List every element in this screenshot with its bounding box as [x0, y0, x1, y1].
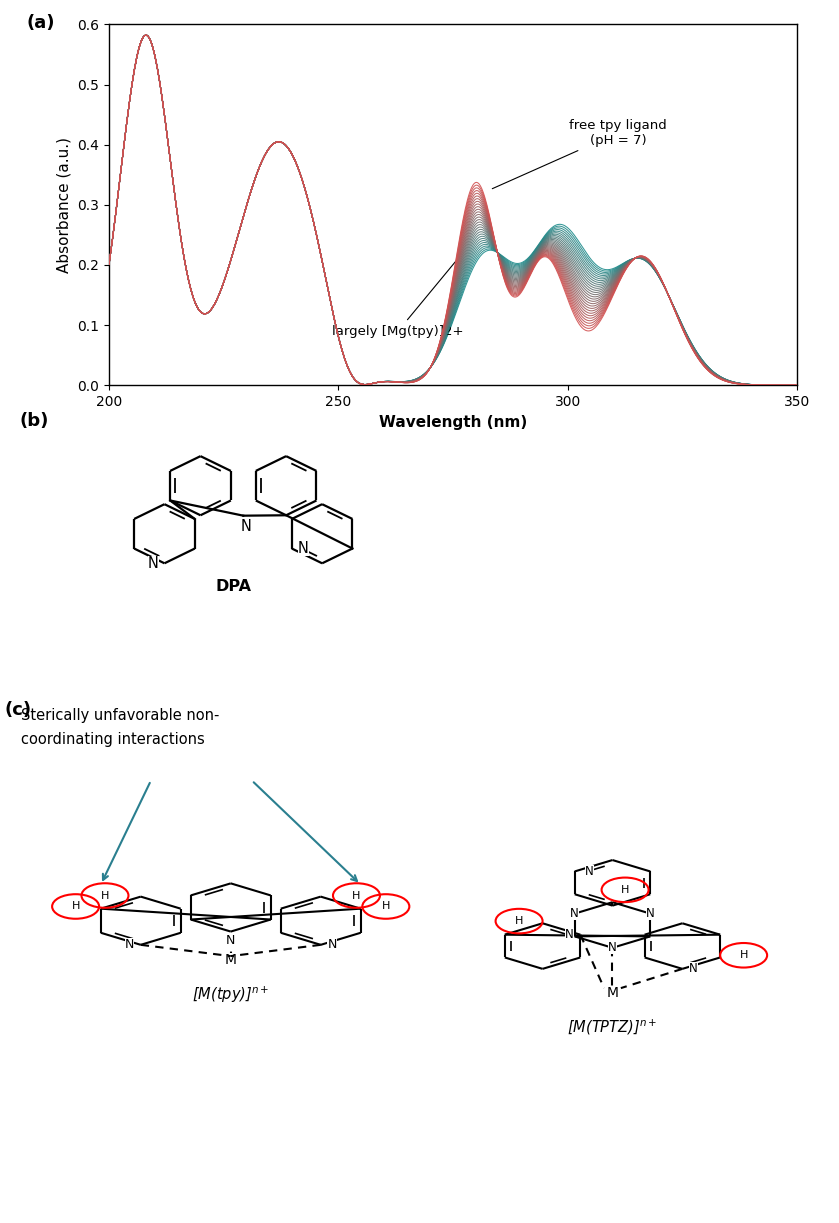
X-axis label: Wavelength (nm): Wavelength (nm)	[379, 415, 527, 429]
Text: N: N	[608, 942, 617, 954]
Text: M: M	[607, 987, 618, 1000]
Text: (b): (b)	[19, 412, 49, 430]
Text: N: N	[565, 928, 574, 942]
Text: N: N	[148, 555, 159, 571]
Text: N: N	[226, 934, 236, 947]
Text: (c): (c)	[4, 702, 31, 719]
Text: H: H	[352, 890, 361, 900]
Text: largely [Mg(tpy)]2+: largely [Mg(tpy)]2+	[332, 260, 464, 338]
Text: Sterically unfavorable non-: Sterically unfavorable non-	[21, 708, 219, 723]
Text: N: N	[689, 963, 698, 976]
Text: (a): (a)	[27, 13, 55, 32]
Text: N: N	[646, 907, 654, 920]
Text: N: N	[125, 938, 134, 951]
Text: N: N	[585, 865, 593, 878]
Y-axis label: Absorbance (a.u.): Absorbance (a.u.)	[57, 137, 72, 273]
Text: [M(TPTZ)]$^{n+}$: [M(TPTZ)]$^{n+}$	[567, 1018, 658, 1037]
Text: M: M	[225, 954, 237, 967]
Text: N: N	[240, 519, 251, 534]
Text: free tpy ligand
(pH = 7): free tpy ligand (pH = 7)	[492, 119, 667, 188]
Text: H: H	[621, 885, 629, 895]
Text: H: H	[101, 890, 109, 900]
Text: N: N	[298, 541, 309, 556]
Text: N: N	[571, 907, 579, 920]
Text: coordinating interactions: coordinating interactions	[21, 733, 205, 747]
Text: [M(tpy)]$^{n+}$: [M(tpy)]$^{n+}$	[192, 985, 269, 1005]
Text: H: H	[71, 901, 80, 911]
Text: H: H	[739, 950, 748, 960]
Text: H: H	[382, 901, 390, 911]
Text: DPA: DPA	[216, 578, 252, 594]
Text: H: H	[515, 916, 524, 926]
Text: N: N	[327, 938, 336, 951]
